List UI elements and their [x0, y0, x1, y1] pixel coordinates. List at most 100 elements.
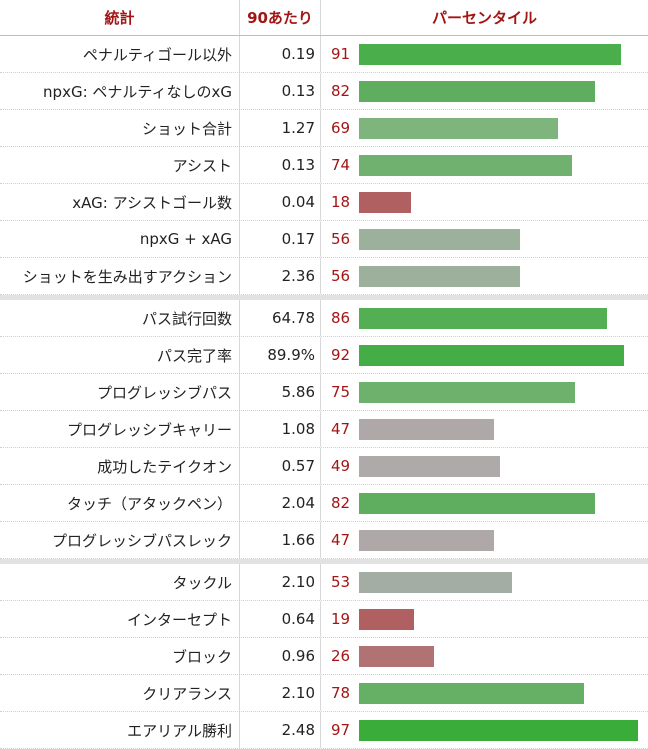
stat-label: プログレッシブパス — [0, 374, 240, 410]
table-row: タックル 2.10 53 — [0, 564, 648, 601]
percentile-bar — [359, 529, 494, 551]
table-row: パス完了率 89.9% 92 — [0, 337, 648, 374]
table-row: プログレッシブパス 5.86 75 — [0, 374, 648, 411]
percentile-bar — [359, 117, 558, 139]
per90-value: 0.57 — [240, 448, 321, 484]
table-row: npxG + xAG 0.17 56 — [0, 221, 648, 258]
percentile-value: 47 — [331, 420, 351, 438]
table-row: プログレッシブパスレック 1.66 47 — [0, 522, 648, 559]
percentile-cell: 19 — [321, 601, 648, 637]
stat-label: パス完了率 — [0, 337, 240, 373]
per90-value: 0.64 — [240, 601, 321, 637]
stat-label: タックル — [0, 564, 240, 600]
per90-value: 0.04 — [240, 184, 321, 220]
percentile-bar — [359, 492, 595, 514]
per90-value: 0.13 — [240, 147, 321, 183]
percentile-value: 97 — [331, 721, 351, 739]
percentile-value: 53 — [331, 573, 351, 591]
header-per90[interactable]: 90あたり — [240, 0, 321, 35]
per90-value: 2.36 — [240, 258, 321, 294]
percentile-cell: 69 — [321, 110, 648, 146]
percentile-value: 91 — [331, 45, 351, 63]
per90-value: 1.27 — [240, 110, 321, 146]
percentile-value: 19 — [331, 610, 351, 628]
percentile-cell: 78 — [321, 675, 648, 711]
section-separator — [0, 559, 648, 564]
stat-label: アシスト — [0, 147, 240, 183]
table-row: プログレッシブキャリー 1.08 47 — [0, 411, 648, 448]
table-row: エアリアル勝利 2.48 97 — [0, 712, 648, 749]
per90-value: 1.66 — [240, 522, 321, 558]
percentile-value: 69 — [331, 119, 351, 137]
per90-value: 2.10 — [240, 675, 321, 711]
percentile-bar — [359, 80, 595, 102]
percentile-bar — [359, 265, 520, 287]
percentile-cell: 49 — [321, 448, 648, 484]
percentile-cell: 74 — [321, 147, 648, 183]
percentile-cell: 92 — [321, 337, 648, 373]
percentile-bar — [359, 455, 500, 477]
per90-value: 0.19 — [240, 36, 321, 72]
stat-label: npxG: ペナルティなしのxG — [0, 73, 240, 109]
percentile-bar — [359, 344, 624, 366]
percentile-cell: 56 — [321, 258, 648, 294]
percentile-bar — [359, 307, 607, 329]
stat-label: インターセプト — [0, 601, 240, 637]
table-row: ショット合計 1.27 69 — [0, 110, 648, 147]
table-row: npxG: ペナルティなしのxG 0.13 82 — [0, 73, 648, 110]
percentile-cell: 47 — [321, 522, 648, 558]
percentile-value: 78 — [331, 684, 351, 702]
percentile-bar — [359, 154, 572, 176]
table-row: ブロック 0.96 26 — [0, 638, 648, 675]
header-percentile[interactable]: パーセンタイル — [431, 9, 537, 27]
per90-value: 64.78 — [240, 300, 321, 336]
per90-value: 2.48 — [240, 712, 321, 748]
table-body: ペナルティゴール以外 0.19 91 npxG: ペナルティなしのxG 0.13 82 ショ… — [0, 36, 648, 749]
per90-value: 0.96 — [240, 638, 321, 674]
table-row: タッチ（アタックペン） 2.04 82 — [0, 485, 648, 522]
percentile-cell: 86 — [321, 300, 648, 336]
stat-label: パス試行回数 — [0, 300, 240, 336]
header-stat[interactable]: 統計 — [0, 0, 240, 35]
table-row: クリアランス 2.10 78 — [0, 675, 648, 712]
table-row: xAG: アシストゴール数 0.04 18 — [0, 184, 648, 221]
percentile-bar — [359, 645, 434, 667]
per90-value: 5.86 — [240, 374, 321, 410]
table-row: ペナルティゴール以外 0.19 91 — [0, 36, 648, 73]
table-row: 成功したテイクオン 0.57 49 — [0, 448, 648, 485]
stat-label: クリアランス — [0, 675, 240, 711]
percentile-value: 86 — [331, 309, 351, 327]
percentile-bar — [359, 228, 520, 250]
stat-label: 成功したテイクオン — [0, 448, 240, 484]
table-row: インターセプト 0.64 19 — [0, 601, 648, 638]
percentile-value: 56 — [331, 267, 351, 285]
stat-label: xAG: アシストゴール数 — [0, 184, 240, 220]
stat-label: タッチ（アタックペン） — [0, 485, 240, 521]
percentile-cell: 56 — [321, 221, 648, 257]
stat-label: プログレッシブキャリー — [0, 411, 240, 447]
table-row: アシスト 0.13 74 — [0, 147, 648, 184]
stat-label: ペナルティゴール以外 — [0, 36, 240, 72]
percentile-value: 26 — [331, 647, 351, 665]
stat-label: ショット合計 — [0, 110, 240, 146]
percentile-value: 18 — [331, 193, 351, 211]
percentile-bar — [359, 608, 414, 630]
percentile-cell: 26 — [321, 638, 648, 674]
percentile-cell: 75 — [321, 374, 648, 410]
per90-value: 2.04 — [240, 485, 321, 521]
percentile-value: 82 — [331, 494, 351, 512]
percentile-value: 49 — [331, 457, 351, 475]
percentile-bar — [359, 719, 638, 741]
percentile-value: 74 — [331, 156, 351, 174]
percentile-cell: 53 — [321, 564, 648, 600]
percentile-value: 47 — [331, 531, 351, 549]
stat-label: プログレッシブパスレック — [0, 522, 240, 558]
percentile-value: 75 — [331, 383, 351, 401]
per90-value: 0.13 — [240, 73, 321, 109]
percentile-bar — [359, 191, 411, 213]
stat-label: ブロック — [0, 638, 240, 674]
percentile-cell: 97 — [321, 712, 648, 748]
table-header: 統計 90あたり パーセンタイル — [0, 0, 648, 36]
per90-value: 0.17 — [240, 221, 321, 257]
